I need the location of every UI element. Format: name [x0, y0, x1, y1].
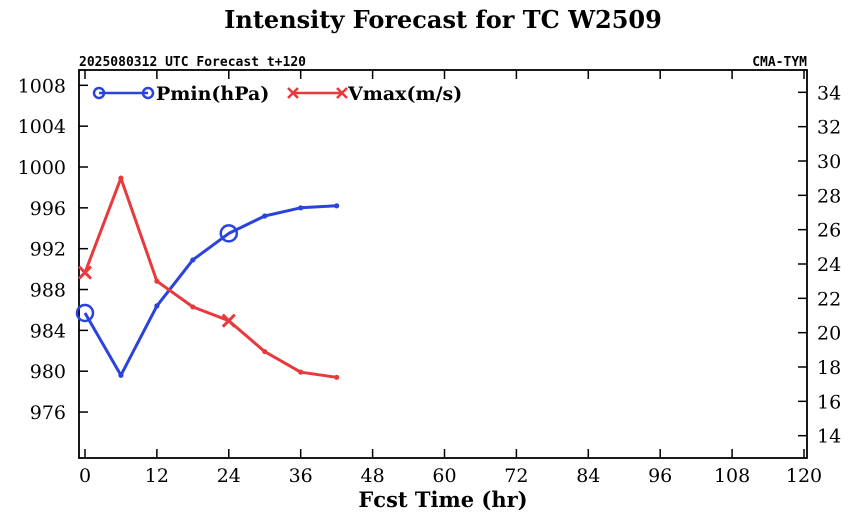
point-vmax-marker [221, 313, 236, 328]
point-vmax [190, 304, 196, 310]
legend: Pmin(hPa) Vmax(m/s) [92, 83, 462, 105]
legend-pmin-marker-left [92, 86, 106, 100]
point-vmax [298, 369, 304, 375]
point-pmin [262, 213, 268, 219]
y-right-tick-label: 28 [817, 185, 841, 207]
y-left-tick-label: 984 [30, 320, 66, 342]
y-right-tick-label: 34 [817, 82, 841, 104]
y-left-tick-label: 992 [30, 239, 66, 261]
y-left-tick-label: 1000 [18, 157, 66, 179]
point-pmin-marker [75, 303, 95, 323]
y-left-tick-label: 988 [30, 280, 66, 302]
chart-subtitle-right: CMA-TYM [752, 55, 807, 70]
point-pmin [190, 257, 196, 263]
y-left-tick-label: 996 [30, 198, 66, 220]
y-left-tick-label: 976 [30, 402, 66, 424]
x-tick-label: 72 [504, 465, 528, 487]
chart-subtitle-left: 2025080312 UTC Forecast t+120 [79, 55, 306, 70]
y-axis-right: 14 16 18 20 22 24 26 28 30 32 34 [798, 82, 841, 448]
y-right-tick-label: 30 [817, 151, 841, 173]
point-pmin [298, 205, 304, 211]
x-tick-label: 0 [79, 465, 91, 487]
point-pmin [334, 203, 340, 209]
y-right-tick-label: 20 [817, 323, 841, 345]
point-vmax-marker [77, 265, 93, 280]
legend-vmax-marker-right [336, 87, 348, 99]
legend-pmin-label: Pmin(hPa) [156, 83, 269, 105]
x-tick-label: 60 [432, 465, 456, 487]
y-right-tick-label: 24 [817, 254, 841, 276]
point-pmin [118, 372, 124, 378]
point-vmax [262, 348, 268, 355]
x-tick-label: 96 [648, 465, 672, 487]
y-left-tick-label: 1004 [18, 116, 66, 138]
x-tick-label: 84 [576, 465, 600, 487]
x-tick-label: 24 [217, 465, 241, 487]
y-left-tick-label: 980 [30, 361, 66, 383]
legend-vmax-label: Vmax(m/s) [347, 83, 462, 105]
y-right-tick-label: 32 [817, 117, 841, 139]
x-tick-label: 108 [714, 465, 750, 487]
point-vmax [154, 278, 160, 284]
series-line-pmin [83, 204, 337, 377]
y-right-tick-label: 22 [817, 288, 841, 310]
y-axis-left: 976 980 984 988 992 996 1000 1004 1008 [18, 75, 88, 424]
point-pmin-marker [219, 224, 239, 243]
x-tick-label: 12 [145, 465, 169, 487]
x-axis: 0 12 24 36 48 60 72 84 96 108 120 [79, 70, 822, 487]
y-right-tick-label: 14 [817, 426, 841, 448]
y-right-tick-label: 26 [817, 220, 841, 242]
x-tick-label: 48 [361, 465, 385, 487]
point-vmax [118, 175, 124, 181]
chart-title: Intensity Forecast for TC W2509 [224, 5, 662, 34]
series-layer [75, 175, 340, 380]
x-tick-label: 36 [289, 465, 313, 487]
x-axis-label: Fcst Time (hr) [358, 487, 527, 512]
point-pmin [154, 303, 160, 309]
legend-pmin-marker-right [141, 86, 155, 100]
legend-vmax-marker-left [287, 87, 299, 99]
series-line-vmax [83, 176, 337, 379]
y-left-tick-label: 1008 [18, 75, 66, 97]
point-vmax [334, 374, 340, 380]
y-right-tick-label: 18 [817, 357, 841, 379]
x-tick-label: 120 [786, 465, 822, 487]
y-right-tick-label: 16 [817, 391, 841, 413]
